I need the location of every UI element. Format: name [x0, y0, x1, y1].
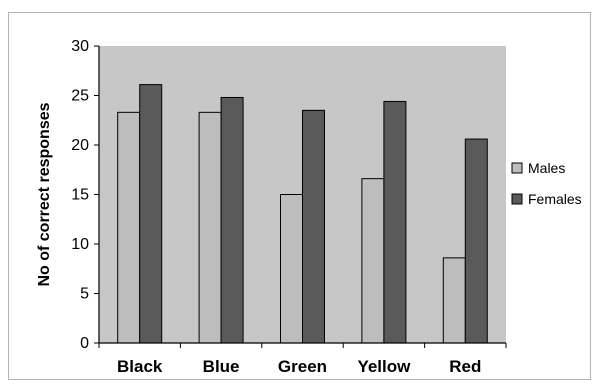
bar-females-yellow	[383, 100, 407, 344]
bars-group	[117, 84, 488, 344]
bar-males-green	[280, 194, 303, 344]
legend: Males Females	[511, 160, 582, 207]
y-tick-label: 25	[71, 88, 89, 105]
bar-males-blue	[198, 111, 222, 344]
bar-males-red	[442, 257, 466, 344]
y-tick-label: 10	[71, 236, 89, 253]
y-ticks-group: 0 5 10 15 20 25 30	[71, 38, 507, 352]
bar-males-black	[117, 111, 141, 344]
legend-label: Females	[528, 191, 582, 207]
bar-females-blue	[220, 96, 244, 344]
legend-label: Males	[528, 160, 565, 176]
y-tick-label: 5	[80, 286, 89, 303]
y-axis-title: No of correct responses	[36, 102, 53, 286]
chart-frame: 0 5 10 15 20 25 30 Black Blue Green Yellow Red No …	[8, 12, 591, 380]
legend-swatch	[511, 162, 523, 174]
y-tick-label: 15	[71, 187, 89, 204]
bar-females-black	[139, 84, 163, 344]
category-labels-group: Black Blue Green Yellow Red	[117, 357, 481, 376]
legend-swatch	[511, 193, 523, 205]
bar-males-yellow	[361, 178, 385, 344]
category-label: Blue	[203, 357, 240, 376]
bar-chart: 0 5 10 15 20 25 30 Black Blue Green Yellow Red No …	[36, 38, 582, 376]
y-tick-label: 30	[71, 38, 89, 55]
category-label: Red	[449, 357, 481, 376]
bar-females-red	[464, 138, 488, 344]
y-tick-label: 0	[80, 335, 89, 352]
bar-females-green	[302, 109, 325, 344]
category-label: Black	[117, 357, 163, 376]
category-label: Yellow	[357, 357, 411, 376]
y-tick-label: 20	[71, 137, 89, 154]
category-label: Green	[278, 357, 327, 376]
